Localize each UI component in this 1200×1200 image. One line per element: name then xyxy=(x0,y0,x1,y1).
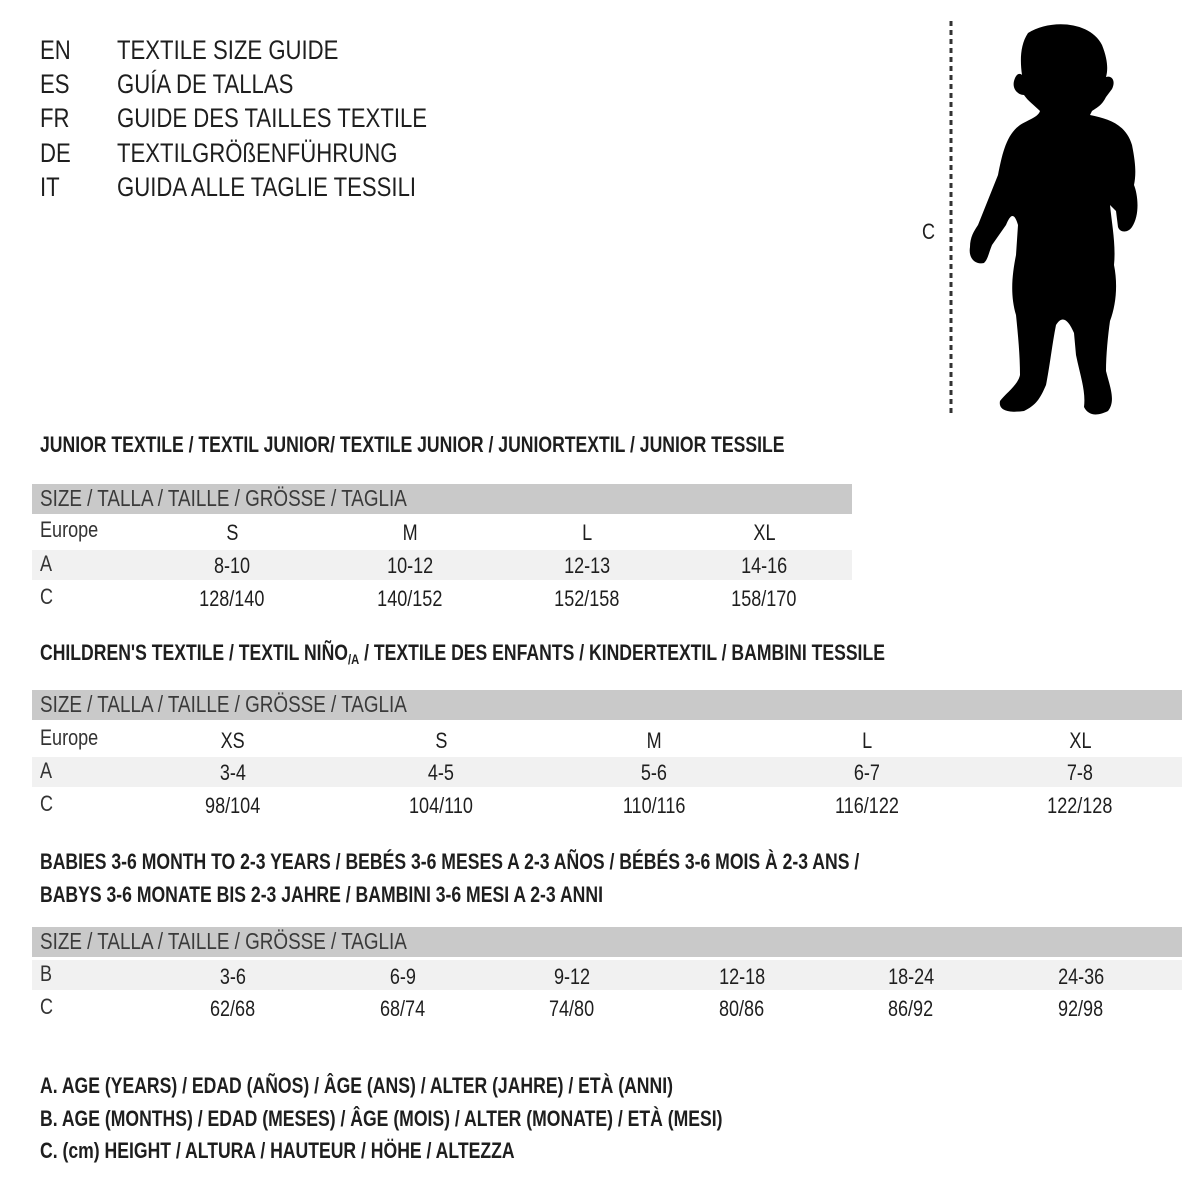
cell: 122/128 xyxy=(1047,793,1113,818)
row-label: A xyxy=(40,551,53,576)
cell: 62/68 xyxy=(210,996,256,1021)
cell: XL xyxy=(752,520,776,545)
babies-title-line2: BABYS 3-6 MONATE BIS 2-3 JAHRE / BAMBINI… xyxy=(40,882,603,907)
row-label: Europe xyxy=(40,725,99,750)
legend-c: C. (cm) HEIGHT / ALTURA / HAUTEUR / HÖHE… xyxy=(40,1138,515,1163)
row-label: Europe xyxy=(40,517,99,542)
lang-code-de: DE xyxy=(40,138,71,168)
title-en: TEXTILE SIZE GUIDE xyxy=(117,35,339,65)
cell: 98/104 xyxy=(205,793,261,818)
cell: 104/110 xyxy=(409,793,473,818)
cell: 18-24 xyxy=(887,964,935,989)
legend-b: B. AGE (MONTHS) / EDAD (MESES) / ÂGE (MO… xyxy=(40,1106,723,1131)
cell: 4-5 xyxy=(427,760,455,785)
cell: S xyxy=(434,728,448,753)
cell: L xyxy=(861,728,873,753)
cell: 116/122 xyxy=(835,793,899,818)
cell: 7-8 xyxy=(1066,760,1094,785)
child-silhouette-icon xyxy=(949,21,1138,415)
title-it: GUIDA ALLE TAGLIE TESSILI xyxy=(117,172,417,202)
cell: XL xyxy=(1068,728,1092,753)
cell: M xyxy=(402,520,418,545)
cell: 8-10 xyxy=(213,553,251,578)
cell: M xyxy=(646,728,662,753)
junior-title: JUNIOR TEXTILE / TEXTIL JUNIOR/ TEXTILE … xyxy=(40,432,785,457)
cell: 80/86 xyxy=(719,996,765,1021)
cell: 6-7 xyxy=(853,760,881,785)
lang-code-it: IT xyxy=(40,172,60,202)
size-header-bar xyxy=(32,690,1182,720)
row-label: C xyxy=(40,584,54,609)
title-de: TEXTILGRÖßENFÜHRUNG xyxy=(117,138,398,168)
size-header-label: SIZE / TALLA / TAILLE / GRÖSSE / TAGLIA xyxy=(40,485,407,511)
cell: 86/92 xyxy=(888,996,934,1021)
cell: 9-12 xyxy=(553,964,591,989)
row-label: C xyxy=(40,791,54,816)
size-header-label: SIZE / TALLA / TAILLE / GRÖSSE / TAGLIA xyxy=(40,928,407,954)
cell: 10-12 xyxy=(386,553,434,578)
legend-a: A. AGE (YEARS) / EDAD (AÑOS) / ÂGE (ANS)… xyxy=(40,1073,673,1098)
cell: 74/80 xyxy=(549,996,595,1021)
cell: 14-16 xyxy=(740,553,788,578)
cell: XS xyxy=(220,728,246,753)
cell: 6-9 xyxy=(389,964,417,989)
title-es: GUÍA DE TALLAS xyxy=(117,69,294,99)
alt-row-bg xyxy=(32,960,1182,990)
cell: 152/158 xyxy=(554,586,620,611)
cell: 68/74 xyxy=(380,996,426,1021)
cell: 3-6 xyxy=(219,964,247,989)
lang-code-es: ES xyxy=(40,69,70,99)
size-header-label: SIZE / TALLA / TAILLE / GRÖSSE / TAGLIA xyxy=(40,691,407,717)
children-title: CHILDREN'S TEXTILE / TEXTIL NIÑO/A / TEX… xyxy=(40,640,885,667)
title-fr: GUIDE DES TAILLES TEXTILE xyxy=(117,103,428,133)
lang-code-en: EN xyxy=(40,35,71,65)
row-label: B xyxy=(40,961,53,986)
size-header-bar xyxy=(32,927,1182,957)
cell: 92/98 xyxy=(1058,996,1104,1021)
cell: 12-13 xyxy=(563,553,611,578)
height-measure-label: C xyxy=(922,219,936,244)
cell: S xyxy=(225,520,239,545)
cell: 5-6 xyxy=(640,760,668,785)
alt-row-bg xyxy=(32,550,852,580)
row-label: C xyxy=(40,994,54,1019)
lang-code-fr: FR xyxy=(40,103,70,133)
size-header-bar xyxy=(32,484,852,514)
cell: 110/116 xyxy=(622,793,686,818)
cell: 3-4 xyxy=(219,760,247,785)
cell: L xyxy=(581,520,593,545)
cell: 128/140 xyxy=(199,586,265,611)
cell: 12-18 xyxy=(718,964,766,989)
cell: 24-36 xyxy=(1057,964,1105,989)
row-label: A xyxy=(40,758,53,783)
babies-title-line1: BABIES 3-6 MONTH TO 2-3 YEARS / BEBÉS 3-… xyxy=(40,849,860,874)
alt-row-bg xyxy=(32,757,1182,787)
cell: 140/152 xyxy=(377,586,443,611)
cell: 158/170 xyxy=(731,586,797,611)
